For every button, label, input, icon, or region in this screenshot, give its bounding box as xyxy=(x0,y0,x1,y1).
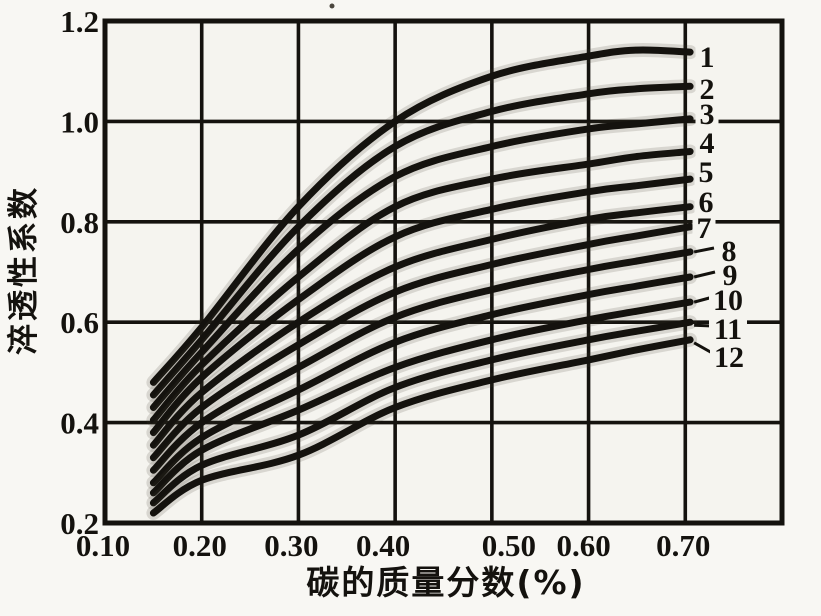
y-tick-label-0.4: 0.4 xyxy=(60,406,99,441)
curve-6 xyxy=(149,203,694,449)
curve-label-halo-5 xyxy=(694,159,718,185)
x-tick-label-0.10: 0.10 xyxy=(76,528,130,563)
curve-label-6: 6 xyxy=(699,186,714,219)
curve-label-8: 8 xyxy=(722,235,737,268)
curve-label-halo-10 xyxy=(709,287,747,313)
curve-9 xyxy=(149,273,694,487)
x-tick-label-0.60: 0.60 xyxy=(556,528,610,563)
curve-label-4: 4 xyxy=(700,127,715,160)
curve-label-halo-3 xyxy=(695,101,719,127)
curve-label-halo-7 xyxy=(692,215,716,241)
y-tick-label-1.2: 1.2 xyxy=(60,4,99,39)
curve-5 xyxy=(149,175,694,437)
curve-label-leader-8 xyxy=(693,246,715,254)
curve-label-halo-6 xyxy=(694,189,718,215)
curve-label-9: 9 xyxy=(723,259,738,292)
x-tick-label-0.70: 0.70 xyxy=(656,528,710,563)
curve-8 xyxy=(149,248,694,474)
curve-label-halo-8 xyxy=(717,238,741,264)
curve-label-halo-12 xyxy=(710,344,748,370)
curve-label-3: 3 xyxy=(700,98,715,131)
curve-12 xyxy=(149,336,694,517)
curve-label-halo-1 xyxy=(695,44,719,70)
curve-label-5: 5 xyxy=(699,156,714,189)
curve-2 xyxy=(149,82,694,399)
curve-label-halo-9 xyxy=(718,262,742,288)
curve-label-7: 7 xyxy=(697,212,712,245)
curve-label-halo-11 xyxy=(709,316,747,342)
y-tick-label-0.2: 0.2 xyxy=(60,506,99,541)
x-tick-label-0.30: 0.30 xyxy=(264,528,318,563)
curve-label-10: 10 xyxy=(713,284,743,317)
curve-10 xyxy=(149,298,694,497)
y-tick-label-0.8: 0.8 xyxy=(60,205,99,240)
y-axis-title: 淬透性系数 xyxy=(6,185,42,355)
curve-label-11: 11 xyxy=(714,313,742,346)
curve-1 xyxy=(149,46,694,386)
curve-label-12: 12 xyxy=(714,341,744,374)
curve-3 xyxy=(149,115,694,411)
curve-label-1: 1 xyxy=(700,41,715,74)
x-tick-label-0.40: 0.40 xyxy=(356,528,410,563)
y-tick-label-1.0: 1.0 xyxy=(60,104,99,139)
curve-4 xyxy=(149,148,694,424)
x-axis-title: 碳的质量分数(%) xyxy=(306,563,585,602)
x-tick-label-0.20: 0.20 xyxy=(173,528,227,563)
scan-speck xyxy=(329,3,335,9)
curve-7 xyxy=(149,223,694,462)
y-tick-label-0.6: 0.6 xyxy=(60,305,99,340)
curve-label-halo-2 xyxy=(695,76,719,102)
curve-label-leader-9 xyxy=(693,270,716,279)
curve-label-2: 2 xyxy=(700,73,715,106)
x-tick-label-0.50: 0.50 xyxy=(482,528,536,563)
curve-11 xyxy=(149,318,694,507)
curve-label-halo-4 xyxy=(695,130,719,156)
plot-border xyxy=(102,18,785,526)
